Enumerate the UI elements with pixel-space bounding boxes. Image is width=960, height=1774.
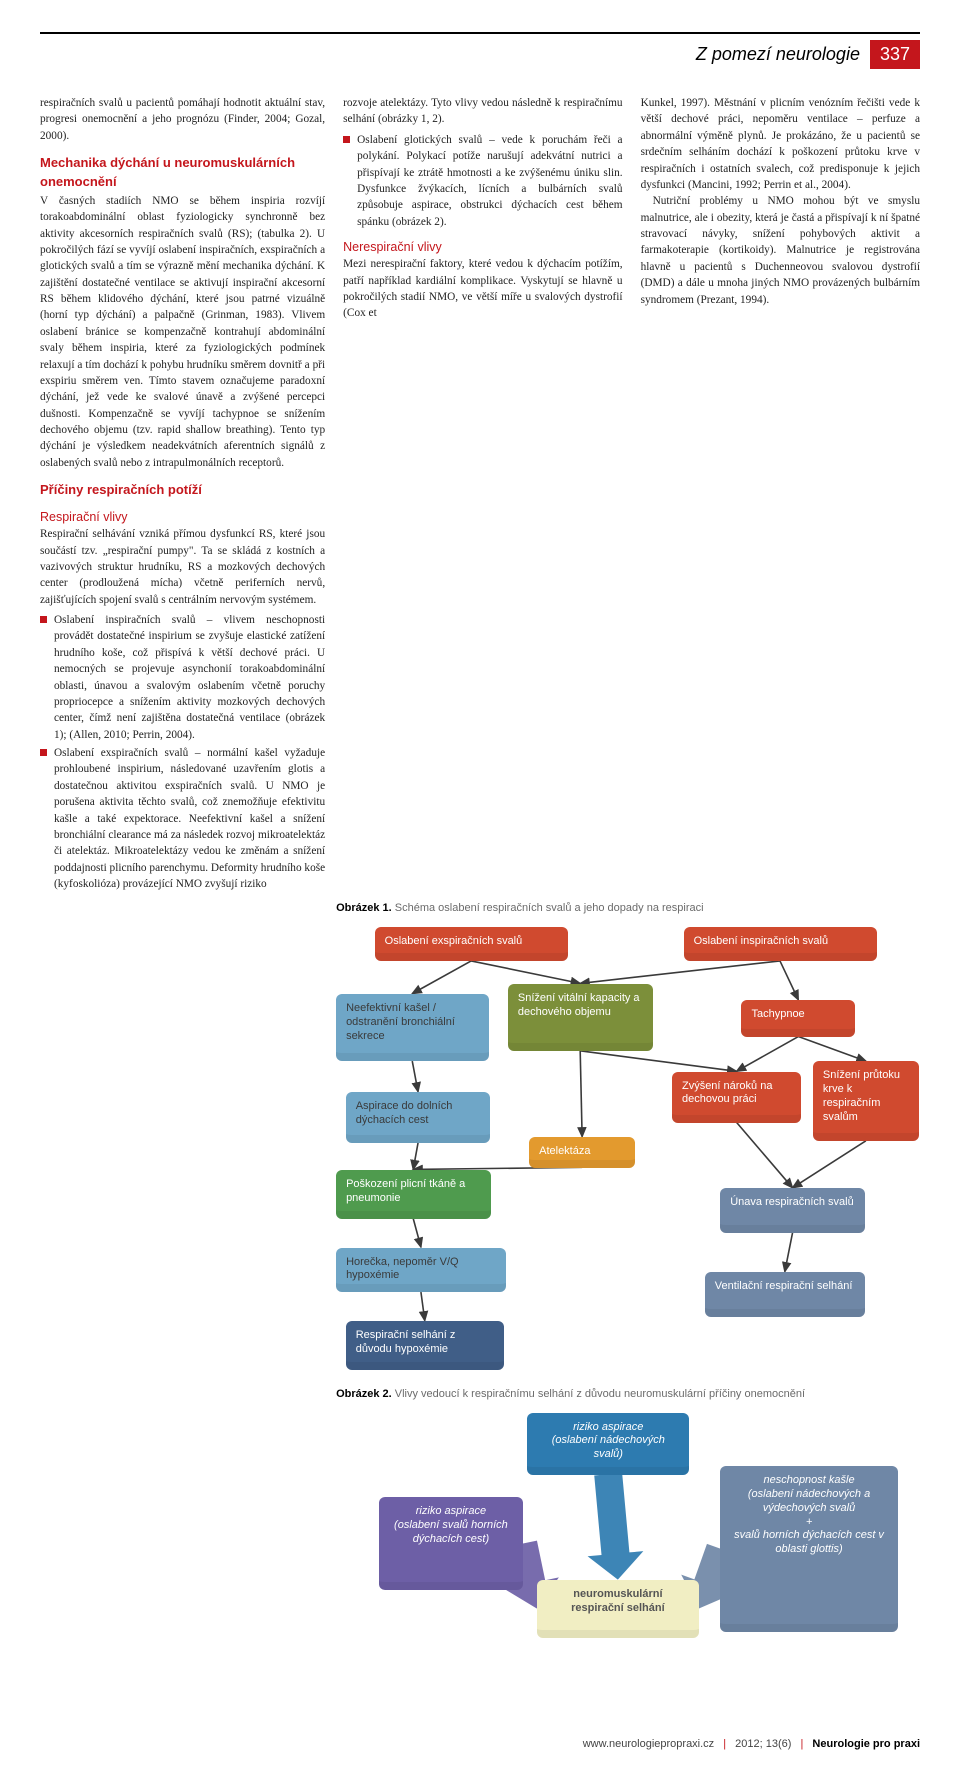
footer-sep: | [801, 1738, 804, 1750]
header-rule [40, 32, 920, 34]
section-title: Z pomezí neurologie [696, 44, 860, 65]
diagram-node: Únava respiračních svalů [720, 1188, 865, 1233]
figure-2: riziko aspirace (oslabení nádechových sv… [336, 1406, 920, 1716]
col1-p1: V časných stadiích NMO se během inspiria… [40, 193, 325, 471]
heading-priciny: Příčiny respiračních potíží [40, 481, 325, 500]
col1-list: Oslabení inspiračních svalů – vlivem nes… [40, 612, 325, 892]
fig1-caption: Obrázek 1. Schéma oslabení respiračních … [336, 902, 920, 914]
diagram-node: Neefektivní kašel / odstranění bronchiál… [336, 994, 489, 1061]
subheading-nerespiracni: Nerespirační vlivy [343, 238, 622, 256]
col3-p1: Kunkel, 1997). Městnání v plicním venózn… [641, 95, 920, 193]
diagram-node: neuromuskulární respirační selhání [537, 1580, 699, 1638]
footer-journal: Neurologie pro praxi [812, 1738, 920, 1750]
diagram-node: neschopnost kašle (oslabení nádechových … [720, 1466, 898, 1631]
page-header: Z pomezí neurologie 337 [40, 40, 920, 69]
figure-1: Oslabení exspiračních svalů Oslabení insp… [336, 920, 920, 1380]
column-1: respiračních svalů u pacientů pomáhají h… [40, 95, 325, 894]
diagram-node: Tachypnoe [741, 1000, 855, 1037]
col1-p2: Respirační selhávání vzniká přímou dysfu… [40, 526, 325, 608]
list-item: Oslabení inspiračních svalů – vlivem nes… [40, 612, 325, 743]
fig1-caption-text: Schéma oslabení respiračních svalů a jeh… [395, 902, 704, 914]
list-item: Oslabení glotických svalů – vede k poruc… [343, 132, 622, 230]
page-footer: www.neurologiepropraxi.cz | 2012; 13(6) … [40, 1738, 920, 1750]
fig2-caption-label: Obrázek 2. [336, 1388, 392, 1400]
col3-p2: Nutriční problémy u NMO mohou být ve smy… [641, 193, 920, 308]
subheading-respiracni: Respirační vlivy [40, 508, 325, 526]
fig2-caption-text: Vlivy vedoucí k respiračnímu selhání z d… [395, 1388, 805, 1400]
diagram-node: Atelektáza [529, 1137, 635, 1168]
column-3: Kunkel, 1997). Městnání v plicním venózn… [641, 95, 920, 894]
diagram-node: Respirační selhání z důvodu hypoxémie [346, 1321, 504, 1370]
heading-mechanika: Mechanika dýchání u neuromuskulárních on… [40, 154, 325, 192]
column-2: rozvoje atelektázy. Tyto vlivy vedou nás… [343, 95, 622, 894]
diagram-node: Oslabení inspiračních svalů [684, 927, 877, 962]
diagram-node: Horečka, nepoměr V/Q hypoxémie [336, 1248, 506, 1293]
diagram-node: Snížení vitální kapacity a dechového obj… [508, 984, 653, 1051]
col1-intro: respiračních svalů u pacientů pomáhají h… [40, 95, 325, 144]
footer-issue: 2012; 13(6) [735, 1738, 791, 1750]
footer-sep: | [723, 1738, 726, 1750]
diagram-node: riziko aspirace (oslabení svalů horních … [379, 1497, 524, 1590]
diagram-node: Ventilační respirační selhání [705, 1272, 865, 1317]
col2-p1: rozvoje atelektázy. Tyto vlivy vedou nás… [343, 95, 622, 128]
diagram-node: Poškození plicní tkáně a pneumonie [336, 1170, 490, 1219]
list-item: Oslabení exspiračních svalů – normální k… [40, 745, 325, 892]
diagram-node: Zvýšení nároků na dechovou práci [672, 1072, 801, 1123]
col2-list: Oslabení glotických svalů – vede k poruc… [343, 132, 622, 230]
figures-container: Obrázek 1. Schéma oslabení respiračních … [336, 894, 920, 1716]
figure-row: Obrázek 1. Schéma oslabení respiračních … [40, 894, 920, 1716]
diagram-node: Oslabení exspiračních svalů [375, 927, 568, 962]
footer-url: www.neurologiepropraxi.cz [583, 1738, 714, 1750]
diagram-node: riziko aspirace (oslabení nádechových sv… [527, 1413, 689, 1475]
fig1-caption-label: Obrázek 1. [336, 902, 392, 914]
col2-p2: Mezi nerespirační faktory, které vedou k… [343, 256, 622, 322]
fig2-caption: Obrázek 2. Vlivy vedoucí k respiračnímu … [336, 1388, 920, 1400]
text-columns: respiračních svalů u pacientů pomáhají h… [40, 95, 920, 894]
page-number: 337 [870, 40, 920, 69]
diagram-node: Snížení průtoku krve k respiračním svalů… [813, 1061, 919, 1141]
diagram-node: Aspirace do dolních dýchacích cest [346, 1092, 491, 1143]
